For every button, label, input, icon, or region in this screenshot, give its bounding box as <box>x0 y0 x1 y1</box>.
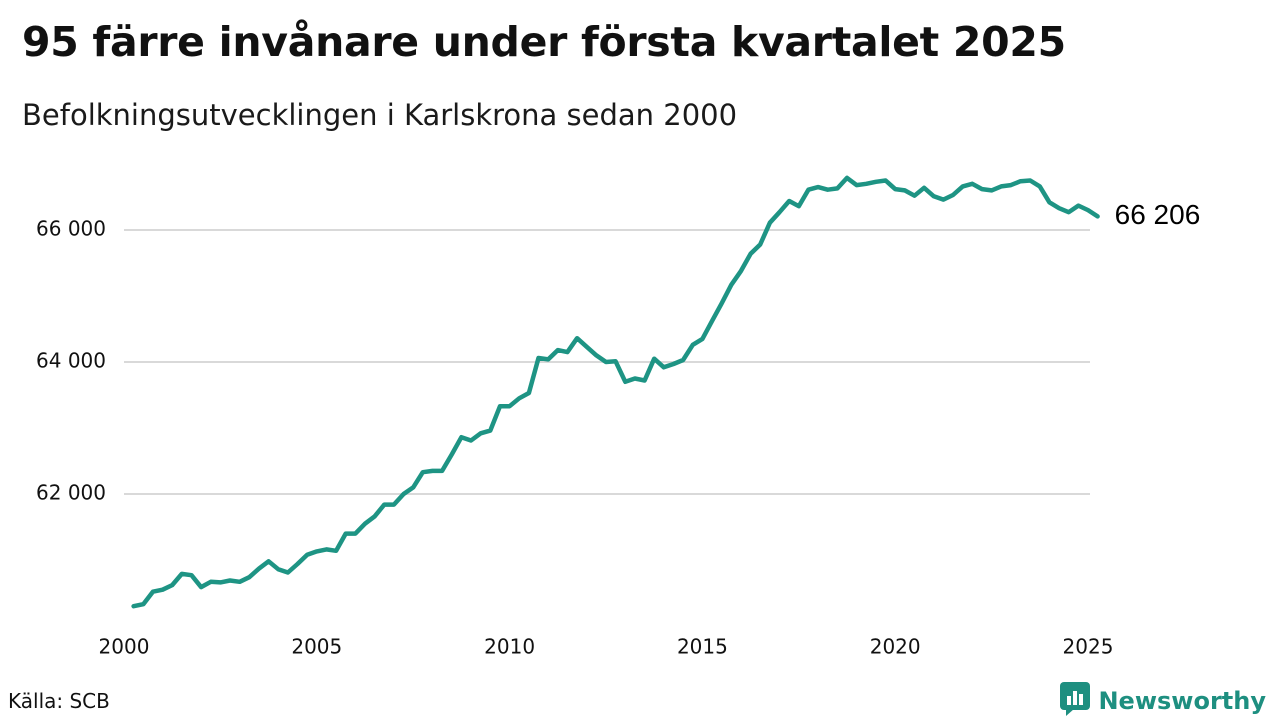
x-tick-label: 2015 <box>677 635 728 659</box>
y-axis-labels: 62 000 64 000 66 000 <box>36 217 106 505</box>
bar-chart-logo-icon <box>1060 682 1091 720</box>
population-line <box>131 175 1100 609</box>
source-note: Källa: SCB <box>8 689 110 713</box>
end-value-label: 66 206 <box>1115 199 1201 230</box>
chart-subtitle: Befolkningsutvecklingen i Karlskrona sed… <box>22 98 738 132</box>
x-tick-label: 2010 <box>484 635 535 659</box>
brand-logo: Newsworthy <box>1060 682 1266 720</box>
y-tick-label: 64 000 <box>36 349 106 373</box>
x-tick-label: 2000 <box>99 635 150 659</box>
x-axis-labels: 2000 2005 2010 2015 2020 2025 <box>99 635 1114 659</box>
chart-title: 95 färre invånare under första kvartalet… <box>22 18 1066 66</box>
x-tick-label: 2025 <box>1063 635 1114 659</box>
y-tick-label: 62 000 <box>36 481 106 505</box>
x-tick-label: 2020 <box>870 635 921 659</box>
brand-name: Newsworthy <box>1098 687 1266 715</box>
y-tick-label: 66 000 <box>36 217 106 241</box>
x-tick-label: 2005 <box>291 635 342 659</box>
